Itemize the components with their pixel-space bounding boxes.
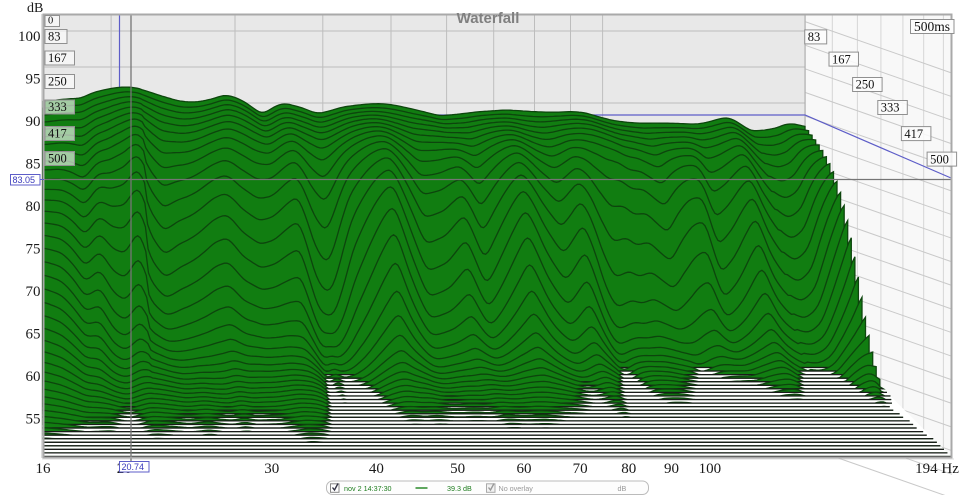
- svg-text:333: 333: [881, 101, 900, 115]
- svg-text:39.3 dB: 39.3 dB: [447, 484, 472, 493]
- svg-text:60: 60: [517, 461, 532, 477]
- svg-text:250: 250: [856, 78, 875, 92]
- svg-text:50: 50: [450, 461, 465, 477]
- svg-text:500ms: 500ms: [914, 19, 950, 34]
- svg-text:60: 60: [26, 369, 41, 385]
- svg-text:90: 90: [664, 461, 679, 477]
- svg-text:100: 100: [18, 29, 41, 45]
- svg-text:70: 70: [26, 284, 41, 300]
- svg-text:100: 100: [699, 461, 722, 477]
- svg-text:Waterfall: Waterfall: [457, 10, 520, 27]
- svg-text:No overlay: No overlay: [499, 484, 534, 493]
- svg-text:65: 65: [26, 327, 41, 343]
- svg-text:90: 90: [26, 114, 41, 130]
- svg-text:dB: dB: [27, 1, 43, 16]
- svg-text:0: 0: [48, 16, 53, 27]
- svg-text:dB: dB: [618, 484, 627, 493]
- svg-text:333: 333: [48, 100, 67, 114]
- svg-text:250: 250: [48, 75, 67, 89]
- svg-text:167: 167: [832, 52, 851, 66]
- svg-text:500: 500: [48, 152, 67, 166]
- svg-text:30: 30: [264, 461, 279, 477]
- svg-text:80: 80: [621, 461, 636, 477]
- svg-text:80: 80: [26, 199, 41, 215]
- svg-text:nov 2 14:37:30: nov 2 14:37:30: [344, 484, 392, 493]
- svg-text:85: 85: [26, 157, 41, 173]
- svg-text:55: 55: [26, 412, 41, 428]
- svg-text:417: 417: [48, 127, 67, 141]
- svg-text:83.05: 83.05: [13, 175, 36, 185]
- svg-text:83: 83: [808, 30, 821, 44]
- svg-text:40: 40: [369, 461, 384, 477]
- svg-text:417: 417: [904, 127, 923, 141]
- svg-text:75: 75: [26, 242, 41, 258]
- svg-text:20.74: 20.74: [122, 462, 145, 472]
- svg-text:70: 70: [573, 461, 588, 477]
- svg-text:95: 95: [26, 72, 41, 88]
- svg-text:167: 167: [48, 51, 67, 65]
- svg-text:194 Hz: 194 Hz: [915, 461, 959, 477]
- svg-text:500: 500: [930, 152, 949, 166]
- svg-text:16: 16: [36, 461, 52, 477]
- svg-text:83: 83: [48, 30, 61, 44]
